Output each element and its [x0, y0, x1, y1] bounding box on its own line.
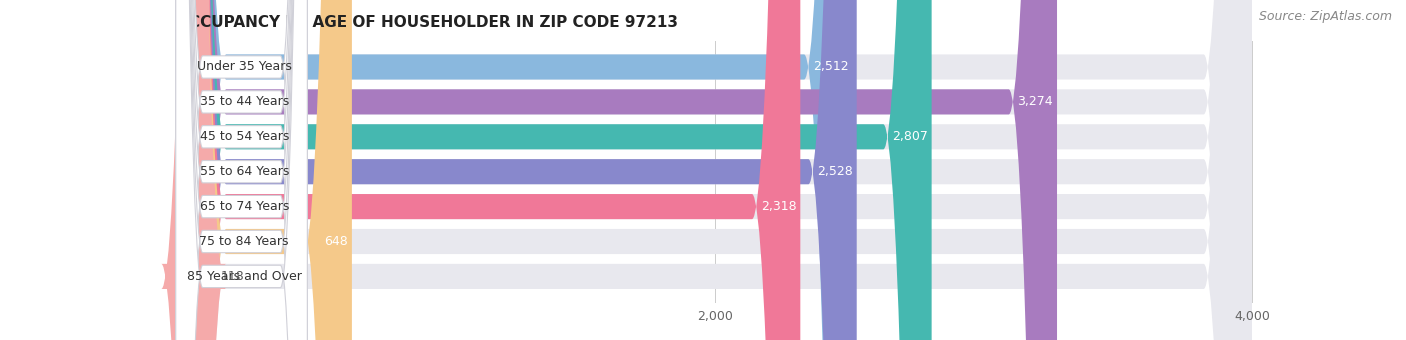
Text: OCCUPANCY BY AGE OF HOUSEHOLDER IN ZIP CODE 97213: OCCUPANCY BY AGE OF HOUSEHOLDER IN ZIP C… — [176, 15, 678, 30]
FancyBboxPatch shape — [162, 0, 226, 340]
FancyBboxPatch shape — [179, 0, 1251, 340]
Text: 45 to 54 Years: 45 to 54 Years — [200, 130, 288, 143]
FancyBboxPatch shape — [179, 0, 1251, 340]
Text: 85 Years and Over: 85 Years and Over — [187, 270, 302, 283]
FancyBboxPatch shape — [179, 0, 800, 340]
FancyBboxPatch shape — [179, 0, 1251, 340]
Text: 648: 648 — [325, 235, 347, 248]
FancyBboxPatch shape — [179, 0, 1057, 340]
Text: 2,807: 2,807 — [891, 130, 928, 143]
Text: 2,318: 2,318 — [761, 200, 796, 213]
FancyBboxPatch shape — [179, 0, 1251, 340]
FancyBboxPatch shape — [176, 0, 308, 340]
FancyBboxPatch shape — [176, 0, 308, 340]
FancyBboxPatch shape — [179, 0, 1251, 340]
Text: 55 to 64 Years: 55 to 64 Years — [200, 165, 288, 178]
FancyBboxPatch shape — [179, 0, 932, 340]
FancyBboxPatch shape — [179, 0, 856, 340]
FancyBboxPatch shape — [179, 0, 352, 340]
FancyBboxPatch shape — [176, 0, 308, 340]
Text: 65 to 74 Years: 65 to 74 Years — [200, 200, 288, 213]
Text: 75 to 84 Years: 75 to 84 Years — [200, 235, 290, 248]
Text: Under 35 Years: Under 35 Years — [197, 61, 291, 73]
FancyBboxPatch shape — [176, 0, 308, 340]
Text: 2,512: 2,512 — [813, 61, 848, 73]
Text: 3,274: 3,274 — [1018, 96, 1053, 108]
FancyBboxPatch shape — [176, 0, 308, 340]
FancyBboxPatch shape — [179, 0, 852, 340]
FancyBboxPatch shape — [176, 0, 308, 340]
Text: 2,528: 2,528 — [817, 165, 852, 178]
Text: 118: 118 — [221, 270, 245, 283]
FancyBboxPatch shape — [179, 0, 1251, 340]
Text: Source: ZipAtlas.com: Source: ZipAtlas.com — [1258, 10, 1392, 23]
FancyBboxPatch shape — [179, 0, 1251, 340]
Text: 35 to 44 Years: 35 to 44 Years — [200, 96, 288, 108]
FancyBboxPatch shape — [176, 0, 308, 340]
